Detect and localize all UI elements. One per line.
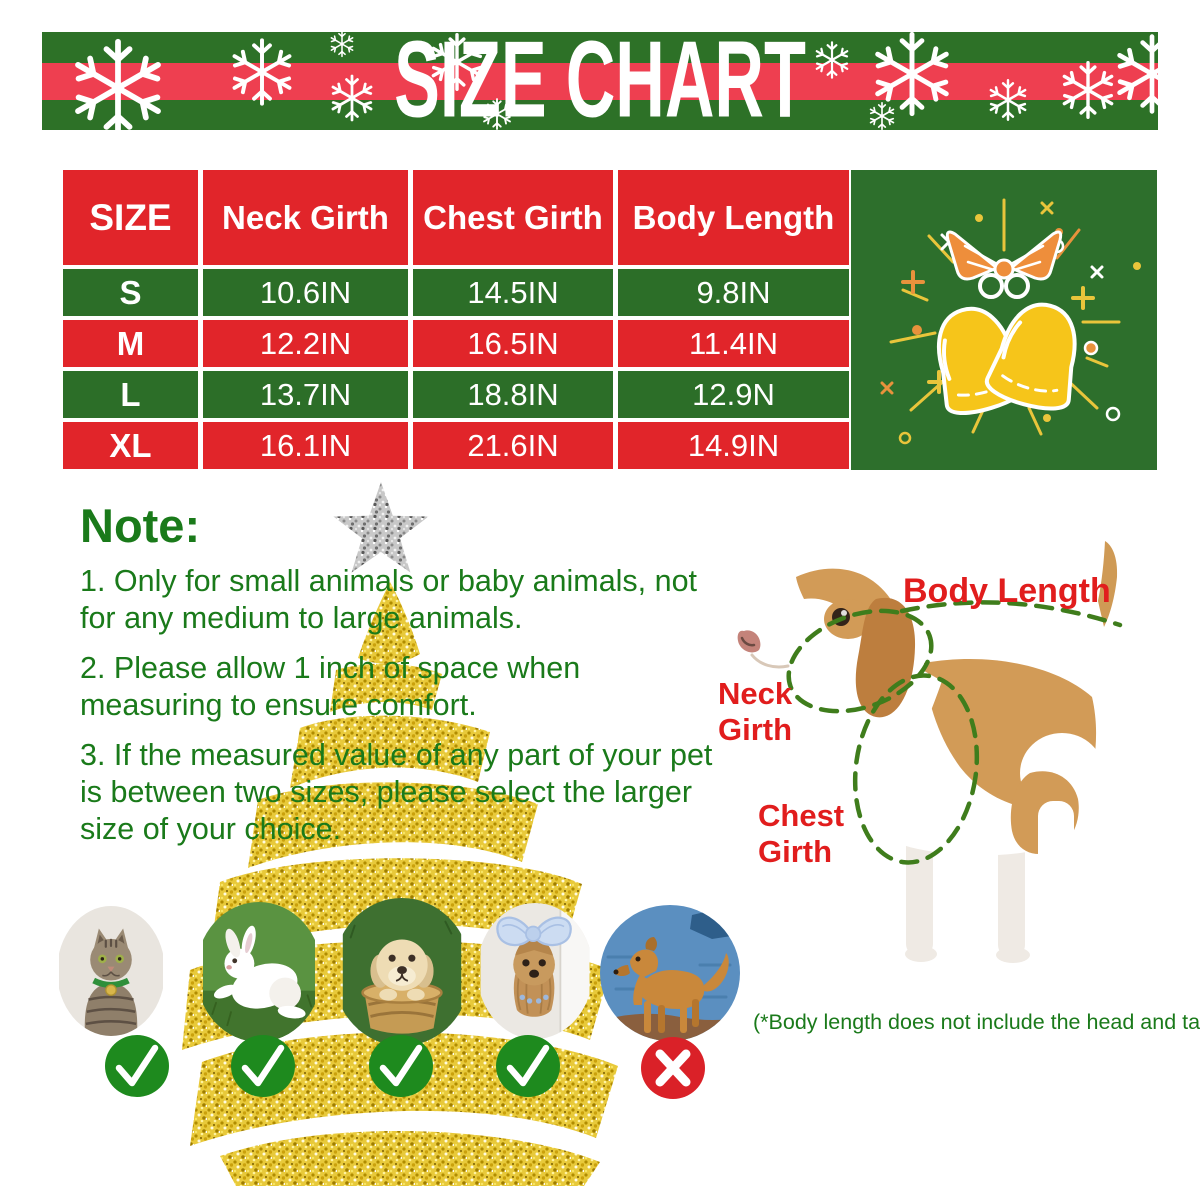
chest-girth-ellipse xyxy=(852,673,980,865)
note-section: Note: 1. Only for small animals or baby … xyxy=(80,498,728,861)
size-table: SIZE Neck Girth Chest Girth Body Length … xyxy=(63,170,849,469)
row-s-neck: 10.6IN xyxy=(203,269,408,316)
pet-photo-golden-puppy xyxy=(333,898,471,1046)
row-m-body: 11.4IN xyxy=(618,320,849,367)
row-xl-size: XL xyxy=(63,422,198,469)
row-m-size: M xyxy=(63,320,198,367)
pet-photo-small-dog-with-bow xyxy=(477,903,593,1039)
row-l-neck: 13.7IN xyxy=(203,371,408,418)
column-header-size: SIZE xyxy=(63,170,198,265)
bell-right xyxy=(984,302,1077,411)
row-l-body: 12.9N xyxy=(618,371,849,418)
row-s-size: S xyxy=(63,269,198,316)
row-xl-chest: 21.6IN xyxy=(413,422,613,469)
check-icon xyxy=(369,1035,433,1097)
footnote: (*Body length does not include the head … xyxy=(753,1010,1200,1034)
row-m-chest: 16.5IN xyxy=(413,320,613,367)
row-s-chest: 14.5IN xyxy=(413,269,613,316)
banner-red-stripe xyxy=(42,63,1158,100)
hanger-rings xyxy=(978,273,1030,299)
note-item-2: 2. Please allow 1 inch of space when mea… xyxy=(80,651,581,722)
note-item-1: 1. Only for small animals or baby animal… xyxy=(80,564,698,635)
check-icon xyxy=(496,1035,560,1097)
row-s-body: 9.8IN xyxy=(618,269,849,316)
column-header-chest: Chest Girth xyxy=(413,170,613,265)
column-header-body: Body Length xyxy=(618,170,849,265)
banner: SIZE CHART xyxy=(42,32,1158,130)
row-l-chest: 18.8IN xyxy=(413,371,613,418)
row-xl-body: 14.9IN xyxy=(618,422,849,469)
bow-icon xyxy=(945,230,1063,281)
pet-photo-large-dog xyxy=(600,905,740,1041)
star-icon xyxy=(333,482,429,573)
row-xl-neck: 16.1IN xyxy=(203,422,408,469)
pet-photo-rabbit xyxy=(196,902,322,1042)
chest-girth-label: Chest Girth xyxy=(758,798,845,869)
check-icon xyxy=(231,1035,295,1097)
page-title: SIZE CHART xyxy=(394,32,806,130)
body-length-line xyxy=(899,600,1123,628)
column-header-neck: Neck Girth xyxy=(203,170,408,265)
note-title: Note: xyxy=(80,499,201,552)
note-item-3: 3. If the measured value of any part of … xyxy=(80,738,713,846)
bells-illustration xyxy=(851,170,1157,470)
cross-icon xyxy=(641,1037,705,1099)
pet-photo-cat xyxy=(57,906,165,1036)
row-l-size: L xyxy=(63,371,198,418)
dog-photo xyxy=(737,517,1125,976)
row-m-neck: 12.2IN xyxy=(203,320,408,367)
neck-girth-label: Neck Girth xyxy=(718,676,793,747)
check-icon xyxy=(105,1035,169,1097)
body-length-label: Body Length xyxy=(903,572,1111,610)
